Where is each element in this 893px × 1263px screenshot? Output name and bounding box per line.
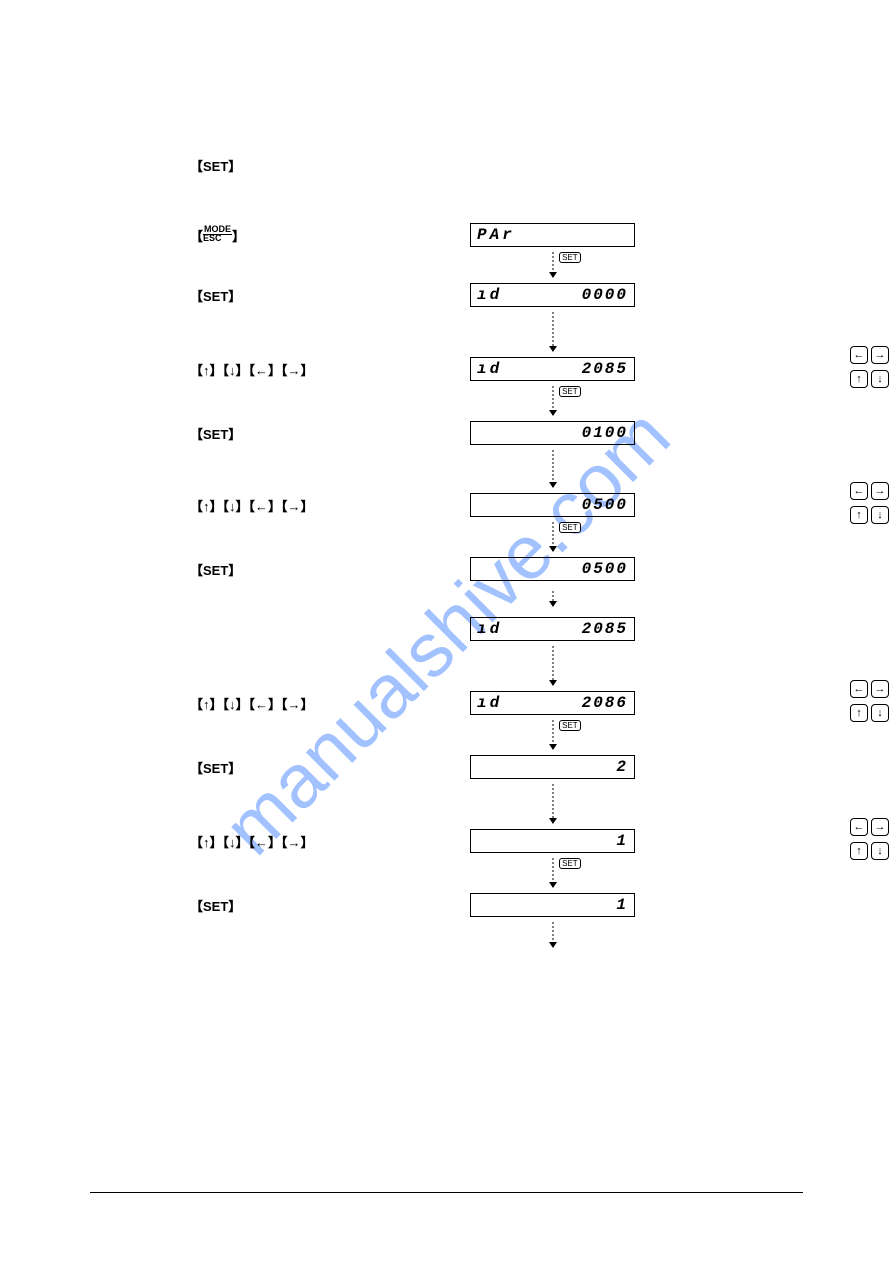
footer-divider: [90, 1192, 803, 1193]
step-label: 【SET】: [190, 156, 470, 175]
display-right-value: 2085: [502, 360, 628, 378]
flow-arrow-icon: SET: [470, 520, 635, 554]
arrow-ud-icon: ↑: [850, 506, 868, 524]
nav-arrow-legend: ←→↑↓: [850, 346, 889, 388]
flow-arrow-icon: SET: [470, 250, 635, 280]
display-right-value: 1: [477, 896, 628, 914]
flow-arrow-icon: [470, 782, 635, 826]
arrow-lr-icon: ←: [850, 818, 868, 836]
lcd-display: 2: [470, 755, 635, 779]
step-label: 【SET】: [190, 560, 470, 579]
set-key-tag: SET: [559, 720, 581, 731]
flow-arrow-icon: SET: [470, 384, 635, 418]
display-right-value: 0500: [477, 560, 628, 578]
arrow-lr-icon: →: [871, 818, 889, 836]
display-left-value: ıd: [477, 620, 502, 638]
step-label: 【↑】【↓】【←】【→】: [190, 832, 470, 851]
step-label: 【↑】【↓】【←】【→】: [190, 694, 470, 713]
arrow-ud-icon: ↑: [850, 370, 868, 388]
nav-arrow-legend: ←→↑↓: [850, 818, 889, 860]
set-key-tag: SET: [559, 522, 581, 533]
flow-arrow-icon: [470, 448, 635, 490]
arrow-lr-icon: ←: [850, 482, 868, 500]
display-left-value: ıd: [477, 360, 502, 378]
step-label: 【SET】: [190, 896, 470, 915]
step-label: 【SET】: [190, 758, 470, 777]
arrow-lr-icon: ←: [850, 680, 868, 698]
display-left-value: PAr: [477, 226, 515, 244]
step-label: 【SET】: [190, 286, 470, 305]
set-key-tag: SET: [559, 386, 581, 397]
lcd-display: 0500: [470, 493, 635, 517]
display-right-value: 0100: [477, 424, 628, 442]
flow-arrow-icon: SET: [470, 856, 635, 890]
arrow-lr-icon: →: [871, 680, 889, 698]
lcd-display: 1: [470, 829, 635, 853]
flow-arrow-icon: [470, 644, 635, 688]
lcd-display: 1: [470, 893, 635, 917]
display-left-value: ıd: [477, 694, 502, 712]
step-label: 【SET】: [190, 424, 470, 443]
flow-arrow-icon: [470, 920, 635, 950]
display-right-value: 0500: [477, 496, 628, 514]
lcd-display: ıd0000: [470, 283, 635, 307]
set-key-tag: SET: [559, 252, 581, 263]
set-key-tag: SET: [559, 858, 581, 869]
arrow-ud-icon: ↑: [850, 704, 868, 722]
display-right-value: 2085: [502, 620, 628, 638]
nav-arrow-legend: ←→↑↓: [850, 482, 889, 524]
display-left-value: ıd: [477, 286, 502, 304]
display-right-value: 0000: [502, 286, 628, 304]
lcd-display: ıd2085: [470, 357, 635, 381]
step-label: 【↑】【↓】【←】【→】: [190, 360, 470, 379]
display-right-value: 2086: [502, 694, 628, 712]
step-label: 【↑】【↓】【←】【→】: [190, 496, 470, 515]
flow-arrow-icon: SET: [470, 718, 635, 752]
arrow-lr-icon: →: [871, 482, 889, 500]
nav-arrow-legend: ←→↑↓: [850, 680, 889, 722]
arrow-lr-icon: →: [871, 346, 889, 364]
flow-arrow-icon: [470, 310, 635, 354]
arrow-ud-icon: ↑: [850, 842, 868, 860]
arrow-ud-icon: ↓: [871, 842, 889, 860]
arrow-lr-icon: ←: [850, 346, 868, 364]
lcd-display: 0100: [470, 421, 635, 445]
arrow-ud-icon: ↓: [871, 704, 889, 722]
lcd-display: ıd2085: [470, 617, 635, 641]
lcd-display: PAr: [470, 223, 635, 247]
lcd-display: ıd2086: [470, 691, 635, 715]
lcd-display: 0500: [470, 557, 635, 581]
display-right-value: 2: [477, 758, 628, 776]
arrow-ud-icon: ↓: [871, 506, 889, 524]
flow-arrow-icon: [470, 589, 635, 609]
diagram-content: 【SET】【MODEESC】PArSET【SET】ıd0000【↑】【↓】【←】…: [0, 0, 893, 950]
step-label: 【MODEESC】: [190, 225, 470, 245]
display-right-value: 1: [477, 832, 628, 850]
arrow-ud-icon: ↓: [871, 370, 889, 388]
